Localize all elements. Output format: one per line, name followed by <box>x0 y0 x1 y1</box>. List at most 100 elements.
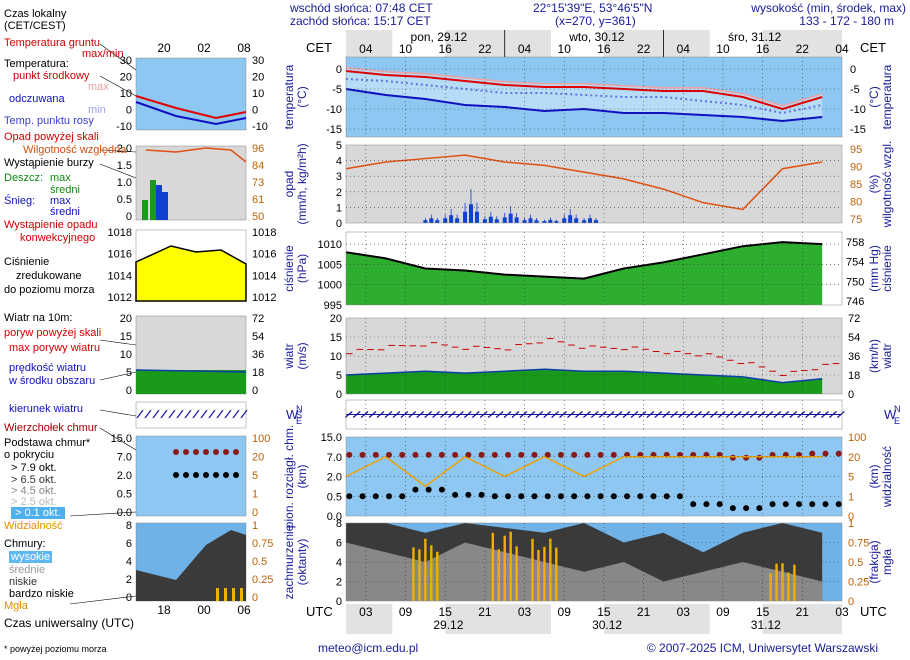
legend-cloud-top: Wierzchołek chmur <box>4 422 98 434</box>
fog-bar <box>775 563 778 601</box>
legend-felt-line <box>135 101 247 126</box>
pressure-axis-title-right: ciśnienie <box>880 245 894 292</box>
cet-tick: 16 <box>756 42 770 56</box>
cloud-base-dot <box>743 505 750 512</box>
legend-tick-right: 0.5 <box>252 556 267 568</box>
legend-tick-right: 100 <box>252 433 270 445</box>
legend-cet-tick: 20 <box>157 41 171 55</box>
legend-min: min <box>88 104 106 116</box>
wind-dir-arrow <box>781 411 790 418</box>
cet-tick: 22 <box>796 42 810 56</box>
legend-fog-bar <box>232 588 235 601</box>
legend-cloud-mid: średnie <box>9 564 46 576</box>
cloud-base-dot <box>809 501 816 508</box>
legend-wind-arrow <box>160 409 168 419</box>
compass-e: E <box>296 416 302 426</box>
tick-label: 7.0 <box>327 452 342 464</box>
cloud-base-dot <box>650 493 657 500</box>
legend-tick: 20 <box>120 313 132 325</box>
cloud-top-dot <box>491 451 498 458</box>
legend-wind-arrow <box>216 409 224 419</box>
legend-connector <box>99 371 137 381</box>
legend-soil-temp: Temperatura gruntu <box>4 37 100 49</box>
pressure-axis-title: (hPa) <box>295 254 309 283</box>
tick-label: 5 <box>848 472 854 484</box>
tick-label: 20 <box>330 313 342 325</box>
legend-tick: 0 <box>126 211 132 223</box>
cloud-base-dot <box>822 501 829 508</box>
wind-dir-arrow <box>709 411 718 418</box>
legend-soil-temp-maxmin: max/min <box>82 48 124 60</box>
night-band <box>603 604 710 634</box>
cet-tick: 10 <box>716 42 730 56</box>
legend-cloud-base-dot <box>213 472 219 478</box>
wind-dir-arrow <box>654 411 663 418</box>
wind-dir-arrow <box>702 411 710 418</box>
cloud-base-dot <box>796 501 803 508</box>
wind-dir-arrow <box>789 411 798 418</box>
legend-conv-precip-2: konwekcyjnego <box>20 232 96 244</box>
fog-bar <box>430 545 433 601</box>
legend-connector <box>99 75 137 97</box>
precip-axis-title: (mm/h, kg/m²h) <box>295 143 309 224</box>
wind-dir-arrow <box>582 411 591 418</box>
wind-dir-arrow <box>686 411 694 418</box>
cloud-top-dot <box>399 451 406 458</box>
wind-dir-arrow <box>797 411 806 418</box>
legend-fog-bar <box>216 588 219 601</box>
legend-connector <box>99 409 137 417</box>
panel-border <box>345 56 843 138</box>
cloud-base-dot <box>412 486 419 493</box>
night-band <box>445 604 552 634</box>
legend-tick-right: 50 <box>252 211 264 223</box>
legend-tick-right: -10 <box>252 121 268 133</box>
compass-n: N <box>296 404 303 414</box>
utc-tick: 03 <box>359 605 373 619</box>
sunrise: wschód słońca: 07:48 CET <box>290 1 433 15</box>
tick-label: 100 <box>848 432 866 444</box>
footer-email[interactable]: meteo@icm.edu.pl <box>318 641 419 655</box>
cloud-base-dot <box>425 486 432 493</box>
wind-dir-arrow <box>694 411 702 418</box>
wind-dir-arrow <box>575 411 583 418</box>
cloud-top-dot <box>557 451 564 458</box>
legend-rain-max: max <box>50 172 71 184</box>
wind-dir-arrow <box>408 411 417 418</box>
tick-label: 5 <box>336 140 342 152</box>
legend-wind-dir: kierunek wiatru <box>9 403 83 415</box>
legend-tick-right: 10 <box>252 88 264 100</box>
cet-tick: 16 <box>439 42 453 56</box>
cloud-top-dot <box>346 451 353 458</box>
legend-pressure-2: zredukowane <box>16 270 82 282</box>
legend-tick: 20 <box>120 72 132 84</box>
cloud-top-dot <box>835 450 842 457</box>
tick-label: 95 <box>850 144 862 156</box>
night-band <box>762 604 842 634</box>
legend-okta-2: > 6.5 okt. <box>11 474 57 486</box>
visibility-axis-title: (km) <box>867 465 881 489</box>
cloud-top-dot <box>610 451 617 458</box>
legend-tick: 0 <box>126 592 132 604</box>
wind-dir-arrow <box>384 411 393 418</box>
elevation-title: wysokość (min, środek, max) <box>751 1 906 15</box>
fog-bar <box>543 546 546 601</box>
wind-dir-arrow <box>495 411 504 418</box>
tick-label: -15 <box>326 124 342 136</box>
wind-dir-arrow <box>646 411 655 418</box>
wind-speed-line <box>345 368 823 384</box>
cloud-top-dot <box>743 454 750 461</box>
tick-label: 54 <box>848 332 860 344</box>
utc-tick: 03 <box>518 605 532 619</box>
humidity-axis-title: (%) <box>867 175 881 194</box>
legend-tick-right: 30 <box>252 55 264 67</box>
legend-tick-right: 72 <box>252 313 264 325</box>
fog-bar <box>555 547 558 601</box>
pressure-axis-title-right: (mm Hg) <box>867 245 881 292</box>
legend-connector <box>69 511 137 517</box>
wind-dir-arrow <box>368 411 377 418</box>
legend-tick: -10 <box>116 121 132 133</box>
cloud-top-dot <box>729 454 736 461</box>
legend-tick: 0.5 <box>117 489 132 501</box>
wind-dir-arrow <box>836 411 845 418</box>
utc-tick: 09 <box>558 605 572 619</box>
